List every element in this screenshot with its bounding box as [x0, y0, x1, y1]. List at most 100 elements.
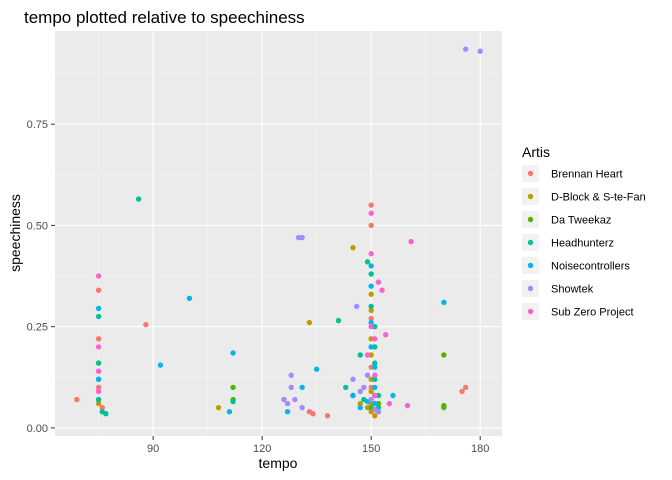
- x-tick-label: 150: [362, 443, 380, 455]
- legend-key-point: [527, 216, 534, 223]
- data-point: [230, 350, 236, 356]
- legend-key-point: [527, 262, 534, 269]
- data-point: [335, 317, 342, 324]
- data-point: [368, 202, 374, 208]
- data-point: [390, 392, 396, 399]
- data-point: [324, 413, 331, 419]
- data-point: [95, 376, 102, 382]
- chart-title: tempo plotted relative to speechiness: [24, 8, 305, 27]
- data-point: [372, 336, 378, 342]
- data-point: [459, 388, 465, 395]
- data-point: [441, 352, 447, 358]
- data-point: [368, 396, 374, 403]
- data-point: [350, 244, 356, 251]
- data-point: [357, 352, 363, 358]
- data-point: [441, 299, 447, 306]
- data-point: [364, 352, 371, 358]
- data-point: [143, 321, 149, 328]
- legend-title: Artis: [522, 144, 550, 160]
- data-point: [230, 384, 236, 391]
- legend-entry-label: Showtek: [551, 284, 594, 296]
- legend-key-point: [527, 239, 534, 246]
- data-point: [288, 372, 294, 378]
- data-point: [375, 409, 382, 415]
- data-point: [99, 404, 105, 411]
- y-axis-label: speechiness: [7, 194, 23, 272]
- legend-entry-label: Sub Zero Project: [551, 307, 634, 319]
- data-point: [368, 291, 374, 297]
- data-point: [364, 259, 371, 265]
- data-point: [357, 400, 363, 407]
- data-point: [372, 360, 378, 366]
- data-point: [95, 313, 102, 320]
- data-point: [372, 376, 378, 382]
- data-point: [477, 48, 483, 54]
- legend-key-point: [527, 308, 534, 315]
- legend-key-point: [527, 170, 534, 177]
- data-point: [186, 295, 193, 301]
- data-point: [299, 384, 305, 391]
- data-point: [372, 372, 378, 378]
- data-point: [350, 376, 356, 382]
- data-point: [95, 384, 102, 391]
- data-point: [157, 362, 164, 368]
- data-point: [357, 388, 363, 395]
- y-tick-label: 0.00: [27, 423, 48, 435]
- plot-panel: [55, 31, 502, 436]
- data-point: [379, 287, 385, 293]
- data-point: [368, 388, 374, 395]
- data-point: [368, 210, 374, 216]
- legend-entry-label: Da Tweekaz: [551, 215, 611, 227]
- data-point: [292, 396, 298, 403]
- y-tick-label: 0.75: [27, 119, 48, 131]
- x-tick-label: 90: [147, 443, 159, 455]
- data-point: [368, 323, 374, 330]
- data-point: [299, 234, 305, 241]
- data-point: [368, 271, 374, 277]
- data-point: [383, 332, 389, 338]
- data-point: [95, 305, 102, 312]
- data-point: [343, 384, 349, 391]
- data-point: [408, 238, 414, 245]
- y-axis-ticks: 0.00 0.25 0.50 0.75: [27, 119, 55, 435]
- data-point: [350, 392, 356, 399]
- data-point: [284, 400, 291, 407]
- data-point: [103, 411, 109, 417]
- data-point: [368, 222, 374, 229]
- data-point: [368, 319, 374, 326]
- data-point: [95, 388, 102, 395]
- data-point: [230, 398, 236, 405]
- data-point: [357, 404, 363, 411]
- data-point: [364, 372, 371, 378]
- data-point: [375, 279, 382, 285]
- data-point: [372, 392, 378, 399]
- data-point: [368, 263, 374, 269]
- data-points: [74, 46, 483, 419]
- plot-background: [55, 31, 502, 436]
- data-point: [95, 400, 102, 407]
- data-point: [372, 413, 378, 419]
- data-point: [226, 409, 233, 415]
- x-axis-label: tempo: [259, 455, 298, 471]
- x-tick-label: 120: [253, 443, 271, 455]
- data-point: [281, 396, 287, 403]
- data-point: [95, 336, 102, 342]
- data-point: [95, 360, 102, 366]
- data-point: [353, 303, 360, 310]
- data-point: [361, 384, 367, 391]
- data-point: [368, 307, 374, 314]
- data-point: [135, 196, 142, 202]
- legend-key-point: [527, 193, 534, 200]
- data-point: [441, 404, 447, 411]
- legend-entry-label: Headhunterz: [551, 238, 614, 250]
- data-point: [462, 46, 469, 52]
- data-point: [368, 251, 374, 257]
- data-point: [368, 303, 374, 310]
- data-point: [462, 384, 469, 391]
- data-point: [299, 404, 305, 411]
- y-tick-label: 0.50: [27, 220, 48, 232]
- data-point: [404, 402, 411, 409]
- legend-entry-label: Brennan Heart: [551, 169, 623, 181]
- data-point: [95, 273, 102, 279]
